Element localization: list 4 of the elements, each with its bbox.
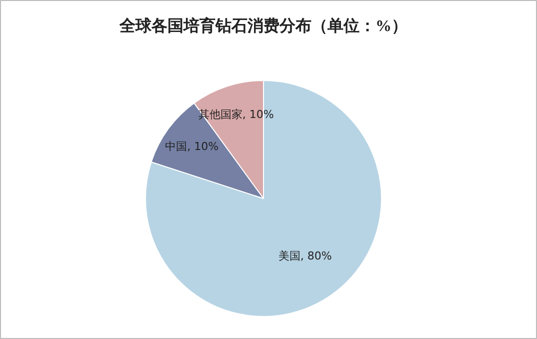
slice-label: 美国, 80% [278, 249, 332, 262]
slice-label: 其他国家, 10% [198, 108, 274, 121]
chart-title: 全球各国培育钻石消费分布（单位：%） [118, 16, 408, 35]
slice-label: 中国, 10% [165, 140, 219, 153]
